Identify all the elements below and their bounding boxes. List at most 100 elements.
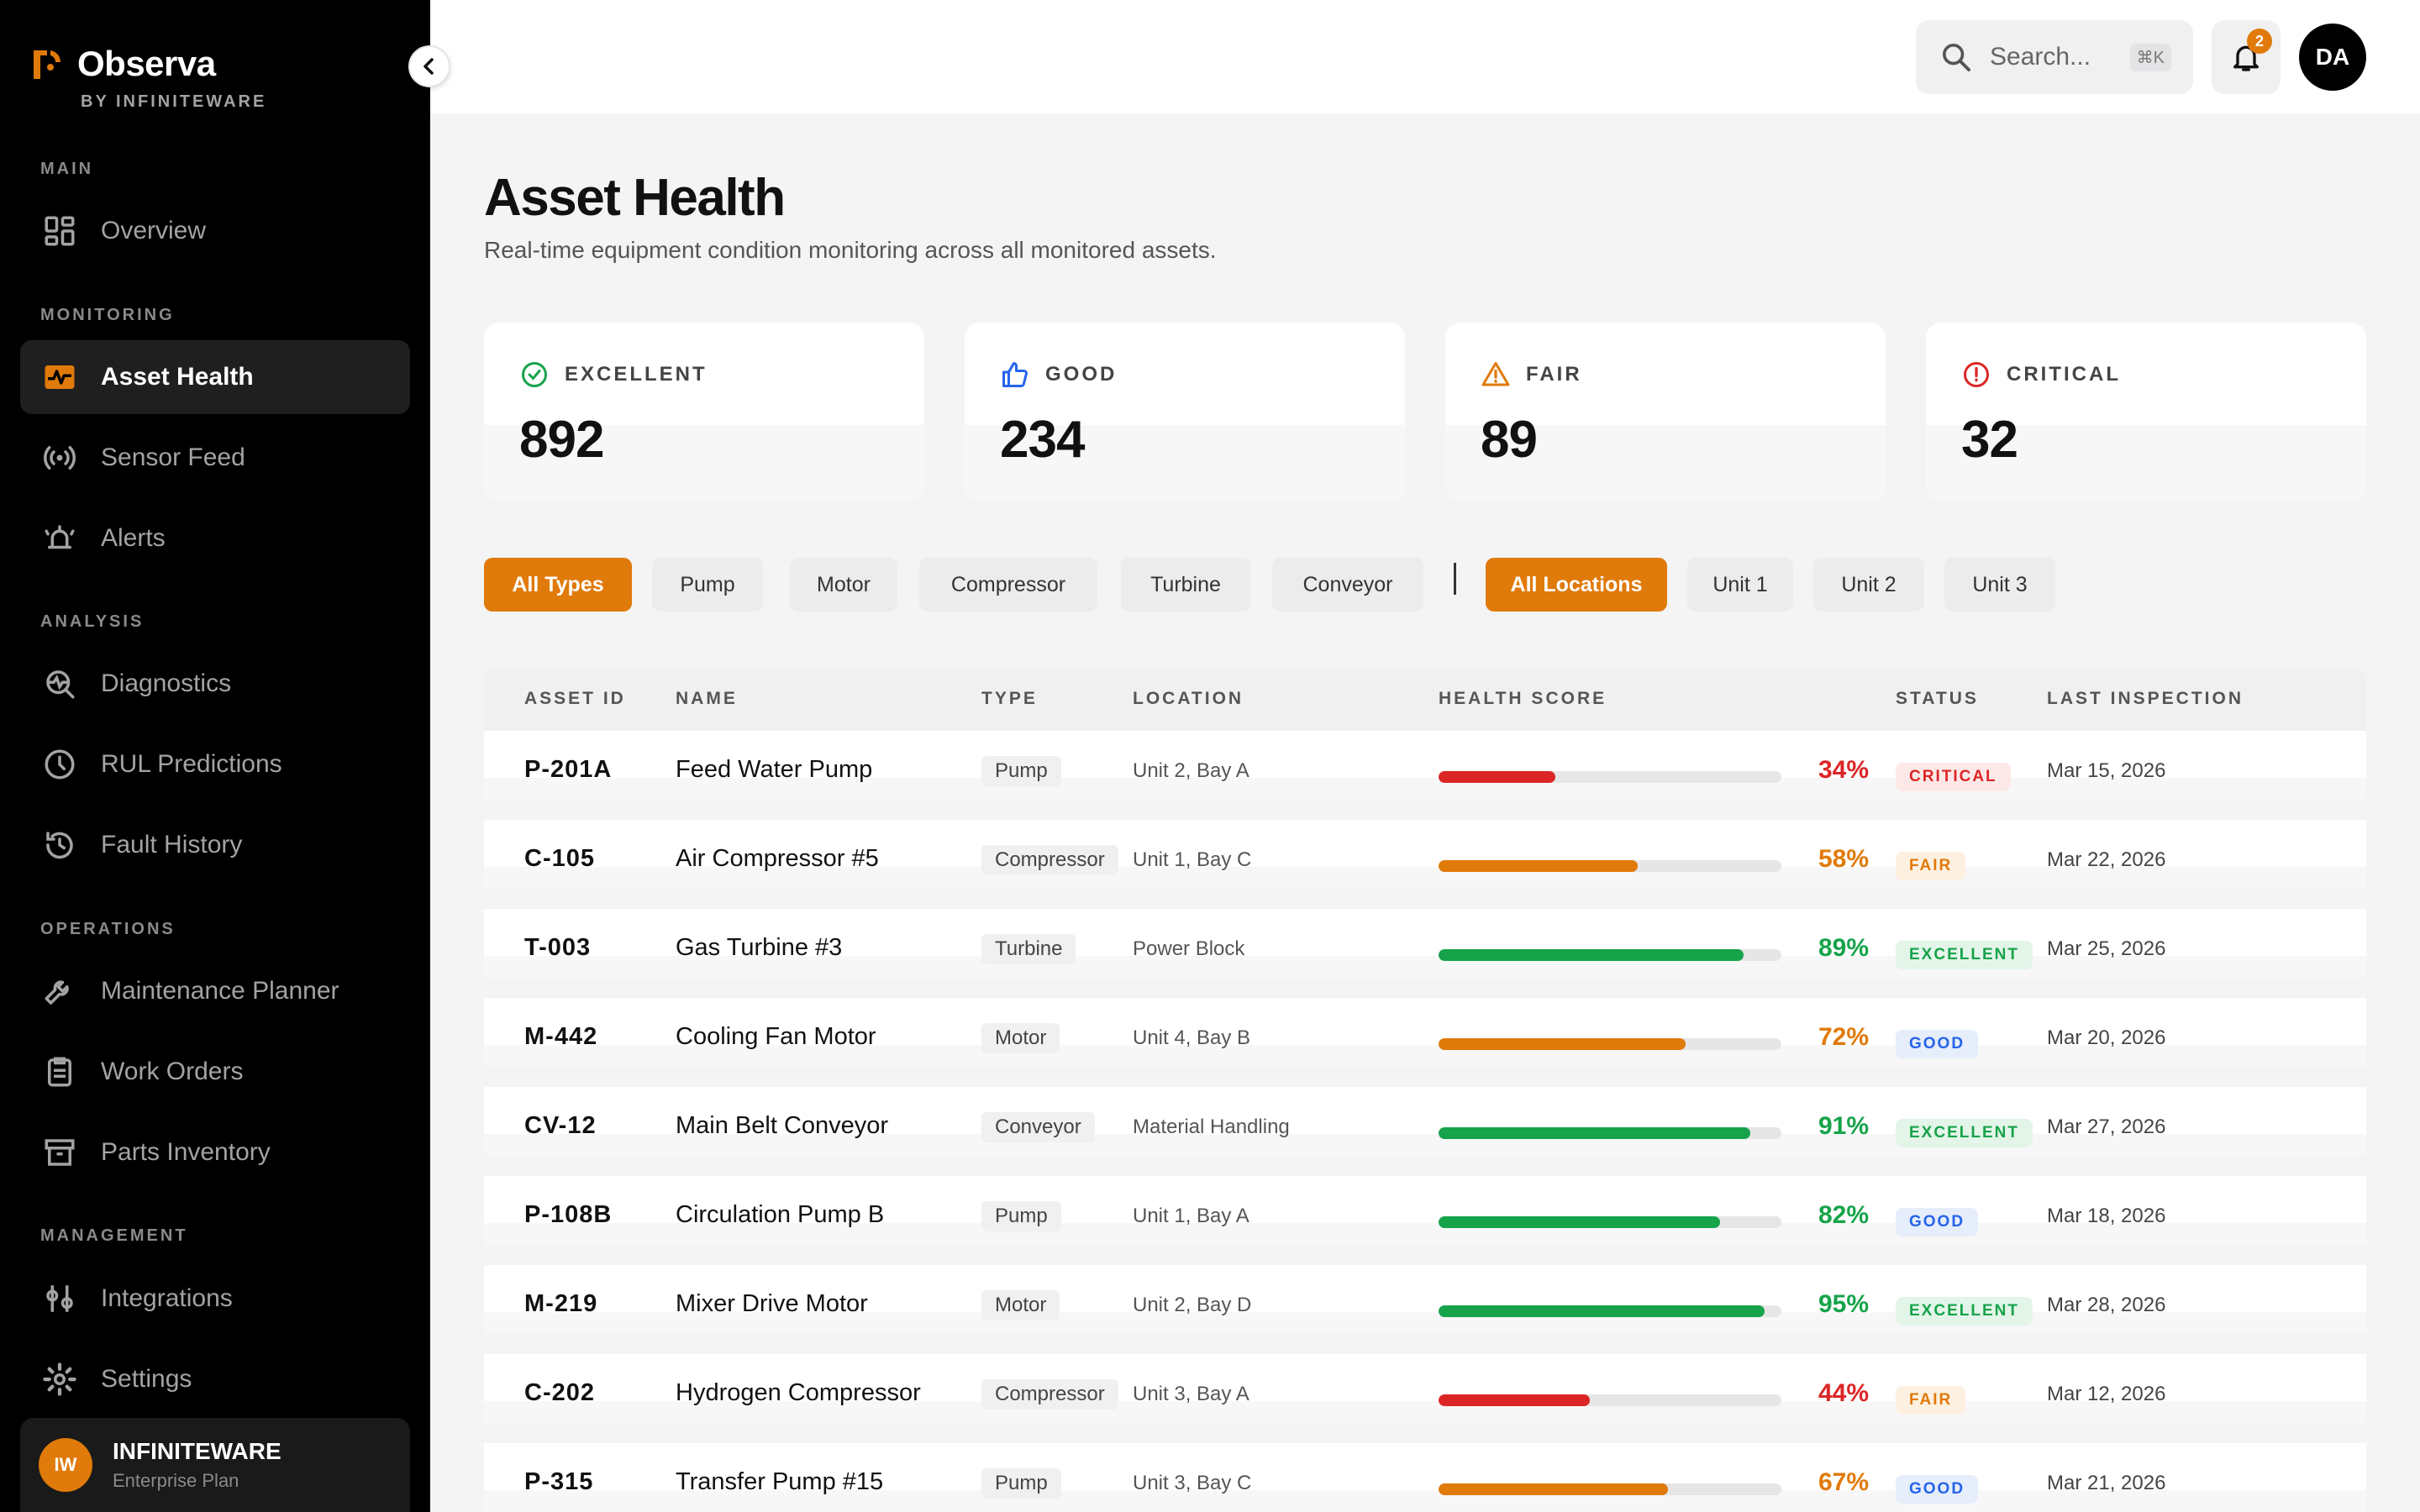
health-score: 72% (1818, 1023, 1869, 1051)
stat-label: EXCELLENT (565, 363, 708, 386)
filter-divider (1454, 563, 1456, 595)
column-header-health-score[interactable]: HEALTH SCORE (1439, 689, 1607, 708)
sidebar-item-label: Parts Inventory (101, 1138, 271, 1166)
sidebar-item-asset-health[interactable]: Asset Health (20, 340, 410, 414)
asset-type-tag: Motor (981, 1023, 1060, 1053)
column-header-status[interactable]: STATUS (1896, 689, 1979, 708)
notifications-button[interactable]: 2 (2212, 20, 2281, 94)
sidebar-item-rul-predictions[interactable]: RUL Predictions (20, 727, 410, 801)
asset-id[interactable]: T-003 (524, 934, 592, 961)
status-badge: EXCELLENT (1896, 1119, 2033, 1147)
asset-type-tag: Pump (981, 1468, 1061, 1499)
column-header-last-inspection[interactable]: LAST INSPECTION (2047, 689, 2244, 708)
asset-name: Mixer Drive Motor (676, 1290, 868, 1317)
sidebar-item-parts-inventory[interactable]: Parts Inventory (20, 1116, 410, 1189)
stat-card-good[interactable]: GOOD 234 (965, 323, 1405, 501)
sidebar-item-overview[interactable]: Overview (20, 194, 410, 268)
stat-card-header: EXCELLENT (519, 360, 924, 390)
table-row[interactable]: P-108B Circulation Pump B Pump Unit 1, B… (484, 1176, 2366, 1245)
asset-id[interactable]: C-202 (524, 1379, 595, 1406)
filter-location-unit-1[interactable]: Unit 1 (1687, 558, 1793, 612)
filter-location-unit-3[interactable]: Unit 3 (1944, 558, 2055, 612)
health-bar-fill (1439, 1483, 1669, 1495)
asset-id[interactable]: P-108B (524, 1201, 613, 1228)
profile-avatar[interactable]: DA (2299, 24, 2366, 91)
asset-id[interactable]: M-442 (524, 1023, 598, 1050)
sidebar-item-sensor-feed[interactable]: Sensor Feed (20, 421, 410, 495)
table-header: ASSET ID NAME TYPE LOCATION HEALTH SCORE STAT… (484, 667, 2366, 731)
filter-location-unit-2[interactable]: Unit 2 (1813, 558, 1924, 612)
filter-type-turbine[interactable]: Turbine (1121, 558, 1250, 612)
table-row[interactable]: P-201A Feed Water Pump Pump Unit 2, Bay … (484, 731, 2366, 800)
asset-location: Material Handling (1133, 1116, 1290, 1138)
health-bar-fill (1439, 1216, 1720, 1228)
table-row[interactable]: M-442 Cooling Fan Motor Motor Unit 4, Ba… (484, 998, 2366, 1067)
search-icon (1943, 44, 1970, 71)
filter-type-all-types[interactable]: All Types (484, 558, 632, 612)
sidebar-item-diagnostics[interactable]: Diagnostics (20, 647, 410, 721)
health-bar (1439, 1483, 1781, 1495)
health-bar-fill (1439, 1038, 1686, 1050)
column-header-asset-id[interactable]: ASSET ID (524, 689, 626, 708)
clipboard-icon (48, 1057, 71, 1087)
filter-type-compressor[interactable]: Compressor (919, 558, 1097, 612)
asset-id[interactable]: CV-12 (524, 1112, 597, 1139)
asset-id[interactable]: P-315 (524, 1468, 594, 1495)
sidebar-item-settings[interactable]: Settings (20, 1342, 410, 1416)
health-bar (1439, 860, 1781, 872)
stat-value: 89 (1481, 411, 1538, 469)
sidebar-item-maintenance-planner[interactable]: Maintenance Planner (20, 954, 410, 1028)
sidebar-item-integrations[interactable]: Integrations (20, 1262, 410, 1336)
column-header-location[interactable]: LOCATION (1133, 689, 1244, 708)
history-icon (46, 832, 73, 859)
stat-card-background (1445, 425, 1886, 501)
search-input[interactable]: Search... ⌘K (1916, 20, 2193, 94)
stat-card-fair[interactable]: FAIR 89 (1445, 323, 1886, 501)
user-card[interactable]: IW INFINITEWARE Enterprise Plan (20, 1418, 410, 1512)
filter-location-all-locations[interactable]: All Locations (1486, 558, 1667, 612)
asset-name: Feed Water Pump (676, 756, 873, 783)
table-row[interactable]: M-219 Mixer Drive Motor Motor Unit 2, Ba… (484, 1265, 2366, 1334)
last-inspection-date: Mar 12, 2026 (2047, 1383, 2166, 1405)
stat-card-header: FAIR (1481, 360, 1886, 390)
row-stripe (484, 1312, 2366, 1334)
alert-circle-icon (1964, 362, 1989, 387)
health-bar-fill (1439, 860, 1638, 872)
stat-card-excellent[interactable]: EXCELLENT 892 (484, 323, 924, 501)
table-row[interactable]: T-003 Gas Turbine #3 Turbine Power Block… (484, 909, 2366, 978)
table-row[interactable]: CV-12 Main Belt Conveyor Conveyor Materi… (484, 1087, 2366, 1156)
search-shortcut: ⌘K (2129, 43, 2171, 71)
sidebar-item-label: Maintenance Planner (101, 977, 339, 1005)
asset-id[interactable]: P-201A (524, 756, 613, 783)
user-name: INFINITEWARE (113, 1438, 281, 1464)
sidebar-item-alerts[interactable]: Alerts (20, 501, 410, 575)
asset-type-tag: Pump (981, 756, 1061, 786)
asset-name: Transfer Pump #15 (676, 1468, 884, 1495)
table-row[interactable]: P-315 Transfer Pump #15 Pump Unit 3, Bay… (484, 1443, 2366, 1512)
user-plan: Enterprise Plan (113, 1470, 239, 1491)
health-bar-fill (1439, 1127, 1751, 1139)
stat-card-critical[interactable]: CRITICAL 32 (1926, 323, 2366, 501)
health-bar (1439, 1216, 1781, 1228)
asset-id[interactable]: M-219 (524, 1290, 598, 1317)
filter-type-conveyor[interactable]: Conveyor (1272, 558, 1423, 612)
table-row[interactable]: C-202 Hydrogen Compressor Compressor Uni… (484, 1354, 2366, 1423)
filter-type-pump[interactable]: Pump (652, 558, 763, 612)
last-inspection-date: Mar 27, 2026 (2047, 1116, 2166, 1138)
section-label-analysis: ANALYSIS (40, 612, 145, 631)
column-header-name[interactable]: NAME (676, 689, 738, 708)
sidebar-item-fault-history[interactable]: Fault History (20, 808, 410, 882)
collapse-sidebar-button[interactable] (408, 45, 450, 87)
sidebar-item-label: Sensor Feed (101, 444, 245, 471)
asset-location: Unit 2, Bay A (1133, 759, 1249, 782)
sidebar-item-work-orders[interactable]: Work Orders (20, 1035, 410, 1109)
last-inspection-date: Mar 20, 2026 (2047, 1026, 2166, 1049)
search-placeholder: Search... (1990, 43, 2091, 71)
table-row[interactable]: C-105 Air Compressor #5 Compressor Unit … (484, 820, 2366, 889)
brand[interactable]: Observa (30, 44, 216, 84)
asset-id[interactable]: C-105 (524, 845, 595, 872)
filter-type-motor[interactable]: Motor (790, 558, 897, 612)
wrench-icon (45, 980, 69, 1005)
asset-type-tag: Turbine (981, 934, 1076, 964)
column-header-type[interactable]: TYPE (981, 689, 1038, 708)
